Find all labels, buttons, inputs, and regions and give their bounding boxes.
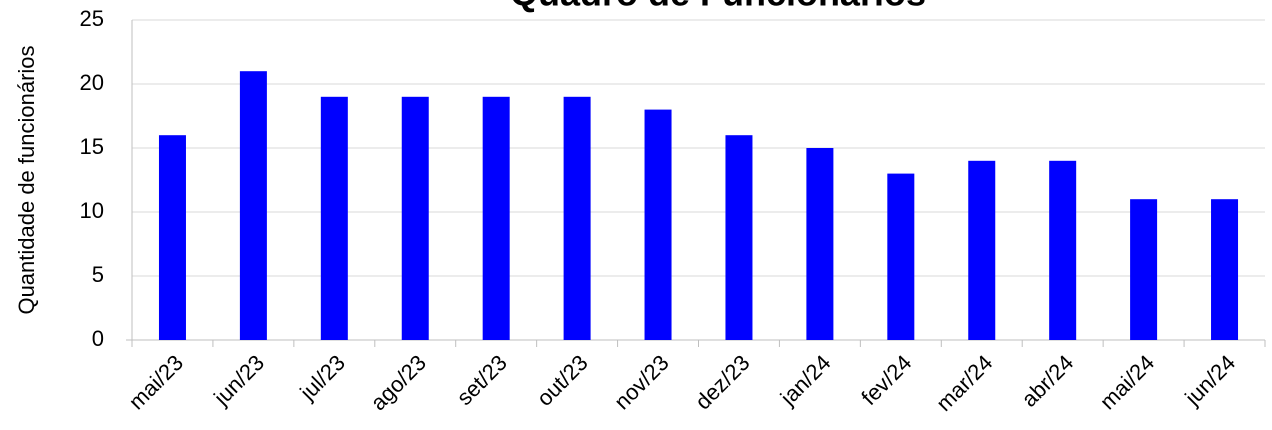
bar (239, 71, 267, 340)
x-tick-label: mar/24 (931, 350, 997, 416)
bar (725, 135, 753, 340)
x-tick-label: mai/23 (124, 350, 188, 414)
y-tick-label: 20 (80, 70, 104, 95)
x-tick-label: set/23 (452, 350, 512, 410)
x-tick-label: jul/23 (294, 350, 350, 406)
x-tick-label: jan/24 (775, 350, 836, 411)
bar (1049, 160, 1077, 340)
bar (887, 173, 915, 340)
bar (401, 96, 429, 340)
x-tick-label: mai/24 (1095, 350, 1159, 414)
y-tick-label: 0 (92, 326, 104, 351)
bar (806, 148, 834, 340)
y-tick-label: 10 (80, 198, 104, 223)
bar (482, 96, 510, 340)
y-axis-label: Quantidade de funcionários (14, 45, 39, 314)
x-tick-label: ago/23 (366, 350, 431, 415)
x-tick-label: jun/24 (1179, 350, 1240, 411)
bar (563, 96, 591, 340)
x-tick-label: fev/24 (856, 350, 916, 410)
x-tick-label: dez/23 (690, 350, 754, 414)
x-tick-label: out/23 (532, 350, 593, 411)
bar (1211, 199, 1239, 340)
x-tick-label: jun/23 (208, 350, 269, 411)
chart-title: Quadro de Funcionários (510, 0, 926, 14)
bar (968, 160, 996, 340)
x-tick-label: nov/23 (609, 350, 673, 414)
y-tick-label: 25 (80, 6, 104, 31)
y-tick-label: 5 (92, 262, 104, 287)
x-tick-label: abr/24 (1017, 350, 1079, 412)
bar (158, 135, 186, 340)
bar (320, 96, 348, 340)
y-tick-label: 15 (80, 134, 104, 159)
bar (1130, 199, 1158, 340)
bar (644, 109, 672, 340)
